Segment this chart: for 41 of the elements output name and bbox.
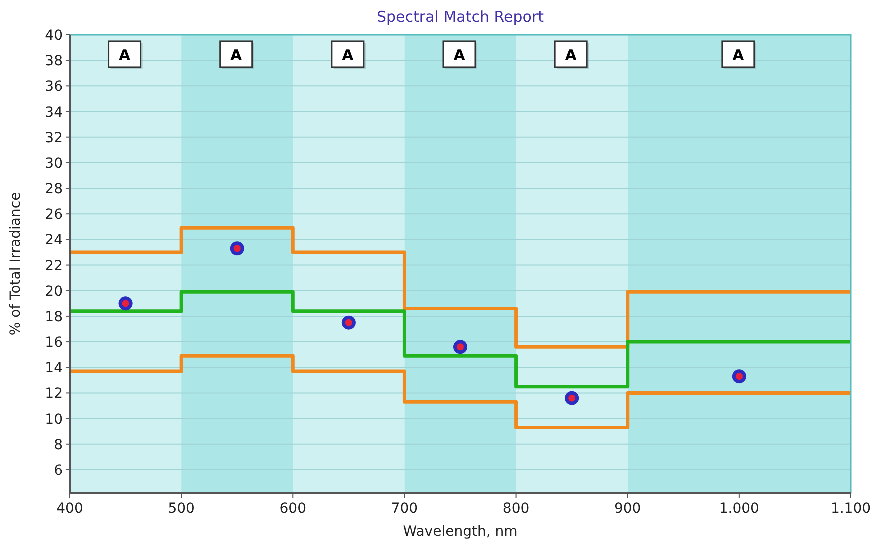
annotation: A bbox=[565, 46, 578, 64]
x-tick-label: 500 bbox=[168, 501, 195, 517]
y-tick-label: 10 bbox=[45, 412, 63, 428]
x-tick-label: 1.000 bbox=[719, 501, 760, 517]
y-tick-label: 34 bbox=[45, 104, 64, 121]
y-tick-label: 40 bbox=[45, 28, 63, 44]
y-tick-label: 28 bbox=[45, 182, 63, 198]
y-tick-label: 6 bbox=[54, 462, 64, 479]
point bbox=[342, 316, 356, 330]
y-tick-label: 16 bbox=[45, 335, 64, 352]
x-axis-title: Wavelength, nm bbox=[403, 524, 518, 540]
point bbox=[565, 391, 580, 406]
y-tick-label: 32 bbox=[45, 130, 63, 146]
annotation: A bbox=[732, 46, 745, 64]
point bbox=[454, 340, 468, 354]
y-tick-label: 26 bbox=[45, 207, 64, 224]
y-tick-label: 14 bbox=[45, 360, 64, 377]
x-tick-label: 800 bbox=[502, 501, 530, 517]
y-tick-label: 18 bbox=[45, 309, 63, 326]
point bbox=[732, 370, 746, 384]
y-tick-label: 30 bbox=[45, 156, 63, 172]
y-axis-title: % of Total Irradiance bbox=[8, 192, 24, 336]
y-tick-label: 24 bbox=[45, 232, 64, 249]
y-tick-label: 12 bbox=[45, 386, 63, 402]
y-tick-label: 22 bbox=[45, 258, 63, 274]
y-tick-label: 36 bbox=[45, 79, 64, 96]
y-tick-label: 8 bbox=[54, 437, 63, 454]
y-tick-label: 38 bbox=[45, 54, 63, 70]
x-tick-label: 700 bbox=[391, 501, 418, 517]
x-tick-label: 600 bbox=[280, 501, 307, 517]
annotation: A bbox=[230, 46, 243, 64]
x-tick-label: 1.100 bbox=[830, 501, 872, 517]
annotation: A bbox=[342, 46, 354, 64]
annotation: A bbox=[454, 46, 466, 64]
annotation: A bbox=[118, 46, 131, 64]
y-tick-label: 20 bbox=[45, 284, 63, 300]
x-tick-label: 900 bbox=[614, 501, 642, 517]
chart-title: Spectral Match Report bbox=[377, 8, 544, 26]
point bbox=[118, 296, 133, 311]
x-tick-label: 400 bbox=[56, 501, 84, 517]
point bbox=[230, 242, 244, 256]
